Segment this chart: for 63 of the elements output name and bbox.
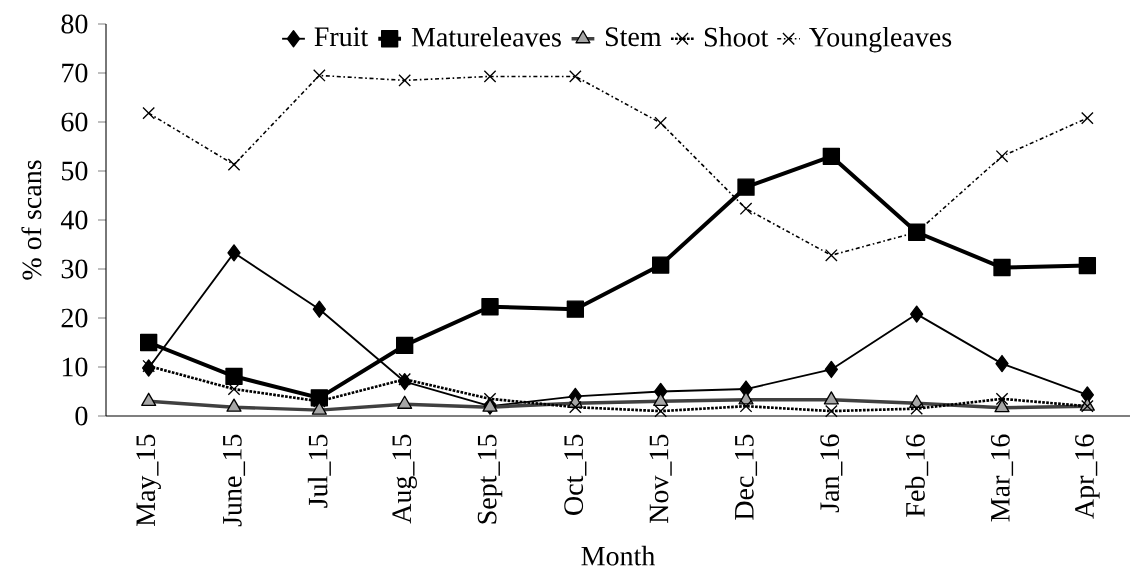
y-tick-label: 50 xyxy=(62,161,88,181)
y-tick-label: 60 xyxy=(61,112,88,132)
point xyxy=(566,300,585,318)
point xyxy=(313,69,326,82)
point xyxy=(995,392,1009,406)
legend-label: Matureleaves xyxy=(411,26,561,47)
point xyxy=(398,372,411,386)
point xyxy=(739,202,753,216)
x-tick-label: Nov_15 xyxy=(649,434,672,524)
point xyxy=(140,333,158,352)
point xyxy=(1081,111,1094,125)
legend-label: Stem xyxy=(605,27,662,47)
y-tick-label: 40 xyxy=(60,210,88,230)
point xyxy=(995,149,1009,163)
legend-label: Shoot xyxy=(704,26,769,47)
point xyxy=(652,256,670,274)
point xyxy=(569,70,582,83)
point xyxy=(654,404,667,418)
point xyxy=(995,354,1009,373)
y-tick-label: 30 xyxy=(61,259,88,279)
point xyxy=(396,336,414,355)
x-tick-label: Aug_15 xyxy=(392,434,417,524)
x-tick-label: Sept_15 xyxy=(477,434,503,524)
point xyxy=(993,258,1011,277)
legend-label: Youngleaves xyxy=(809,26,952,53)
point xyxy=(739,399,753,413)
x-tick-label: Dec_15 xyxy=(734,434,758,520)
legend-label: Fruit xyxy=(314,27,369,47)
point xyxy=(822,147,841,165)
point xyxy=(227,244,241,262)
point xyxy=(142,106,155,120)
point xyxy=(481,298,499,316)
point xyxy=(142,359,155,373)
y-tick-label: 10 xyxy=(62,357,88,377)
y-tick-label: 20 xyxy=(61,308,88,328)
y-tick-label: 80 xyxy=(61,14,88,34)
point xyxy=(483,70,497,83)
point xyxy=(398,74,411,87)
x-tick-label: Oct_15 xyxy=(564,434,587,515)
y-tick-label: 70 xyxy=(62,63,88,83)
point xyxy=(227,158,241,171)
point xyxy=(910,402,923,415)
x-tick-label: Mar_16 xyxy=(990,434,1014,522)
x-tick-label: June_15 xyxy=(222,434,246,527)
y-axis-title: % of scans xyxy=(21,160,42,280)
point xyxy=(737,178,755,196)
point xyxy=(1078,256,1097,275)
x-tick-label: Feb_16 xyxy=(905,434,929,517)
point xyxy=(825,404,838,418)
point xyxy=(312,300,327,318)
point xyxy=(654,116,667,130)
x-tick-label: Apr_16 xyxy=(1075,434,1100,519)
point xyxy=(569,400,582,414)
point xyxy=(910,305,924,323)
x-axis-title: Month xyxy=(581,545,655,566)
point xyxy=(225,367,243,385)
point xyxy=(824,360,839,379)
y-tick-label: 0 xyxy=(75,406,88,426)
x-tick-label: Jan_16 xyxy=(820,434,843,513)
point xyxy=(825,248,838,262)
point xyxy=(483,392,497,406)
x-tick-label: Jul_15 xyxy=(307,434,331,508)
x-tick-label: May_15 xyxy=(136,434,161,527)
